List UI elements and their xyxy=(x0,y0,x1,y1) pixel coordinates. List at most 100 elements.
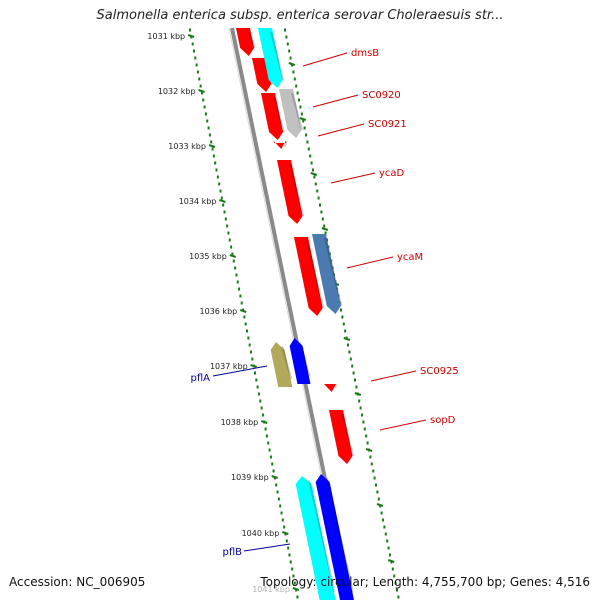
inner-dot xyxy=(222,203,225,207)
cds-arrow-body xyxy=(236,28,255,56)
inner-dot xyxy=(227,231,230,235)
outer-dot xyxy=(324,231,327,235)
cds-arrow-shade xyxy=(273,96,285,133)
cds-arrow xyxy=(329,410,355,464)
outer-dot xyxy=(352,371,355,375)
cds-arrow-body xyxy=(273,141,286,149)
outer-dot xyxy=(373,476,376,480)
tick-label: 1041 kbp xyxy=(252,585,290,594)
cds-arrow-body xyxy=(289,338,311,384)
tick-label: 1039 kbp xyxy=(231,473,269,482)
cds-arrow-body xyxy=(270,342,293,387)
inner-dot xyxy=(208,133,211,137)
tick-mark xyxy=(229,254,237,258)
outer-tick-mark xyxy=(310,172,318,176)
inner-dot xyxy=(291,567,294,571)
map-title: Salmonella enterica subsp. enterica sero… xyxy=(96,8,504,23)
cds-arrow-shade xyxy=(334,383,338,389)
cds-arrow-body xyxy=(294,237,323,316)
gene-label-sc0921: SC0921 xyxy=(368,119,407,130)
outer-dot xyxy=(341,315,344,319)
cds-arrow-shade xyxy=(308,479,336,593)
inner-dot xyxy=(271,462,274,466)
outer-dot xyxy=(382,518,384,522)
outer-dot xyxy=(317,196,320,200)
tick-label: 1033 kbp xyxy=(168,142,206,151)
cds-arrow-shade xyxy=(248,31,256,49)
gene-leader-line xyxy=(302,52,348,67)
tick-mark xyxy=(219,199,226,203)
outer-dot xyxy=(288,49,291,53)
outer-dot xyxy=(303,126,306,130)
gene-label-sc0920: SC0920 xyxy=(362,90,401,101)
inner-dot xyxy=(240,301,243,305)
gene-leader-line xyxy=(370,370,417,382)
inner-dot xyxy=(220,196,223,200)
gene-leader-line xyxy=(330,172,376,184)
inner-dot xyxy=(272,469,275,473)
cds-arrow-body xyxy=(315,474,354,600)
cds-arrow-shade xyxy=(289,163,305,217)
outer-dot xyxy=(365,434,368,438)
gene-label-ycad: ycaD xyxy=(379,168,405,179)
outer-dot xyxy=(363,427,366,431)
outer-dot xyxy=(387,546,390,550)
cds-arrow-shade xyxy=(284,140,288,148)
inner-dot xyxy=(239,294,242,298)
accession-text: Accession: NC_006905 xyxy=(9,575,146,589)
cds-arrow-shade xyxy=(270,31,285,81)
inner-dot xyxy=(246,329,249,333)
gene-label-dmsb: dmsB xyxy=(351,48,379,59)
tick-label: 1035 kbp xyxy=(189,252,227,261)
inner-dot xyxy=(247,336,250,340)
cds-arrow-body xyxy=(295,476,336,600)
outer-dot xyxy=(347,343,349,347)
outer-dot xyxy=(314,182,317,186)
inner-dot xyxy=(250,350,253,354)
outer-tick-mark xyxy=(376,503,384,507)
outer-dot xyxy=(344,329,347,333)
outer-dot xyxy=(359,406,362,410)
outer-dot xyxy=(312,168,314,172)
inner-dot xyxy=(257,392,260,396)
outer-dot xyxy=(292,70,295,74)
gene-label-sc0925: SC0925 xyxy=(420,366,459,377)
outer-dot xyxy=(293,77,296,81)
gene-label-sopd: sopD xyxy=(430,415,456,426)
inner-dot xyxy=(255,378,258,382)
outer-tick-mark xyxy=(365,448,373,452)
inner-dot xyxy=(219,189,222,193)
tick-label: 1040 kbp xyxy=(242,529,280,538)
outer-dot xyxy=(305,133,307,137)
tick-label: 1032 kbp xyxy=(158,87,196,96)
cds-arrow xyxy=(270,342,293,387)
inner-dot xyxy=(192,49,195,53)
outer-dot xyxy=(286,42,289,46)
inner-dot xyxy=(230,245,233,249)
tick-mark xyxy=(198,89,205,93)
inner-dot xyxy=(206,119,209,123)
outer-dot xyxy=(316,189,319,193)
inner-dot xyxy=(243,315,246,319)
inner-dot xyxy=(256,385,259,389)
cds-arrow-shade xyxy=(299,341,311,377)
tick-mark xyxy=(239,309,247,313)
inner-dot xyxy=(285,539,288,543)
inner-dot xyxy=(198,77,201,81)
outer-dot xyxy=(351,364,354,368)
inner-dot xyxy=(231,252,234,256)
outer-tick-ring xyxy=(284,28,400,599)
inner-dot xyxy=(191,42,194,46)
tick-mark xyxy=(271,475,279,479)
outer-dot xyxy=(319,203,321,207)
cds-arrow xyxy=(315,474,354,600)
inner-dot xyxy=(296,595,299,599)
outer-dot xyxy=(306,140,309,144)
inner-dot xyxy=(253,371,256,375)
tick-mark xyxy=(260,420,268,424)
cds-arrow-body xyxy=(312,234,341,314)
outer-dot xyxy=(391,567,394,571)
outer-dot xyxy=(376,490,379,494)
tick-mark xyxy=(250,364,257,368)
